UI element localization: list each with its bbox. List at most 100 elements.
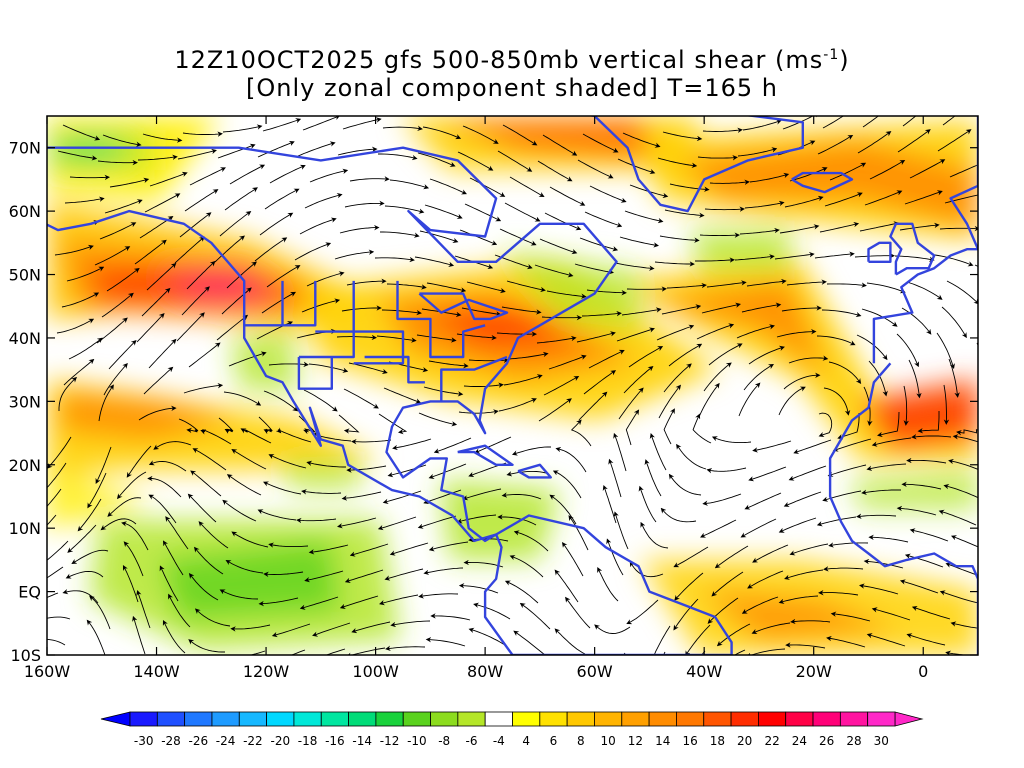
streamline: [534, 264, 574, 278]
streamline: [554, 628, 586, 655]
streamline: [785, 642, 826, 649]
colorbar-label: 26: [819, 734, 834, 748]
streamline: [673, 546, 709, 568]
streamline: [692, 413, 712, 444]
title-prefix: 12Z10OCT2025 gfs 500-850mb vertical shea…: [174, 46, 824, 74]
colorbar-label: 8: [577, 734, 585, 748]
streamline: [546, 290, 587, 299]
streamline: [302, 116, 341, 131]
streamline: [149, 171, 188, 187]
streamline: [778, 595, 819, 604]
streamline: [816, 335, 856, 346]
lat-tick-label: 10S: [10, 646, 41, 665]
streamline: [109, 177, 150, 188]
streamline: [561, 541, 584, 577]
streamline: [511, 446, 551, 456]
streamline: [828, 361, 862, 385]
streamline: [861, 489, 901, 495]
streamline: [619, 236, 659, 248]
coastline: [457, 444, 514, 466]
streamline: [148, 494, 177, 524]
streamline: [565, 596, 591, 629]
streamline: [903, 385, 909, 426]
streamline: [95, 446, 112, 484]
streamline: [617, 158, 656, 175]
streamline: [896, 505, 937, 516]
streamline: [554, 569, 579, 603]
shading-region: [500, 250, 640, 330]
streamline: [744, 492, 782, 510]
coastline: [517, 463, 552, 479]
streamline: [433, 437, 472, 454]
streamline: [423, 386, 464, 397]
streamline: [739, 227, 780, 235]
colorbar-cell: [211, 711, 240, 727]
streamline: [137, 154, 178, 161]
streamline: [936, 332, 955, 370]
colorbar-cell: [484, 711, 513, 727]
coastline: [889, 222, 936, 276]
streamline: [425, 637, 466, 647]
streamline: [142, 133, 183, 143]
streamline: [509, 176, 545, 197]
streamline: [742, 119, 782, 131]
streamline: [147, 475, 182, 498]
streamline: [741, 596, 779, 614]
streamline: [640, 521, 669, 549]
streamline: [64, 196, 105, 204]
streamline: [97, 159, 138, 166]
streamline: [943, 484, 978, 499]
streamline: [711, 436, 752, 444]
streamline: [904, 553, 944, 568]
lat-tick-label: 50N: [9, 266, 41, 285]
streamline: [275, 427, 312, 443]
streamline: [351, 439, 392, 445]
streamline: [132, 615, 146, 655]
streamline: [349, 176, 390, 182]
streamline: [579, 237, 619, 252]
streamline: [832, 438, 872, 452]
lon-tick-label: 80W: [467, 662, 503, 681]
streamline: [784, 195, 824, 208]
streamline: [309, 168, 349, 183]
streamline: [306, 460, 346, 468]
streamline: [826, 635, 866, 648]
streamline: [47, 540, 69, 561]
streamline: [906, 281, 943, 300]
colorbar-cell: [375, 711, 404, 727]
streamline: [956, 429, 978, 436]
streamline: [854, 253, 896, 259]
streamline: [621, 307, 662, 316]
streamline: [304, 193, 343, 209]
shading-region: [850, 470, 978, 510]
colorbar-label: 18: [710, 734, 725, 748]
streamline: [429, 178, 467, 195]
streamline: [187, 493, 217, 523]
streamline: [168, 593, 191, 628]
streamline: [789, 167, 828, 182]
shading-region: [700, 590, 900, 640]
streamline: [793, 439, 832, 454]
colorbar-cell: [566, 711, 595, 727]
lon-tick-label: 140W: [133, 662, 180, 681]
streamline: [102, 134, 142, 147]
streamline: [346, 465, 387, 473]
streamline: [249, 650, 266, 655]
streamline: [298, 415, 317, 435]
lat-tick-label: 30N: [9, 392, 41, 411]
lat-tick-label: EQ: [18, 583, 41, 602]
streamline: [381, 309, 422, 316]
streamline: [656, 324, 695, 341]
streamline: [499, 228, 537, 246]
streamline: [783, 372, 821, 390]
streamline: [339, 595, 379, 609]
streamline: [392, 438, 432, 451]
streamline: [304, 570, 344, 583]
lon-tick-label: 40W: [686, 662, 722, 681]
streamline: [778, 386, 806, 416]
streamline: [176, 312, 205, 342]
streamline: [178, 418, 199, 434]
streamline: [503, 374, 543, 386]
colorbar-cell: [320, 711, 349, 727]
